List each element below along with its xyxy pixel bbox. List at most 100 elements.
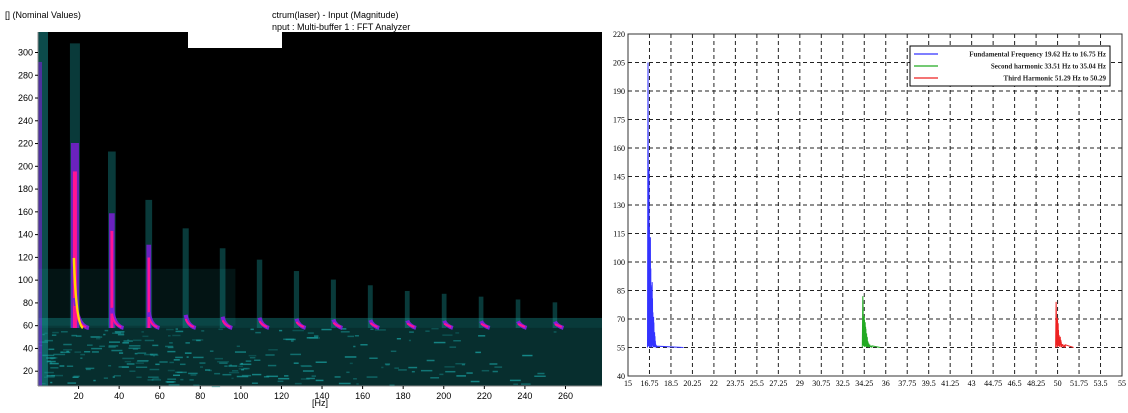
noise-speckle [394,367,400,369]
dc-band [38,32,48,386]
noise-speckle [268,348,278,351]
noise-speckle [51,334,57,336]
ridge-trail [182,228,189,328]
noise-speckle [141,331,144,333]
noise-speckle [166,328,174,331]
noise-speckle [180,378,184,381]
noise-speckle [52,331,59,334]
ridge-hook-core [147,316,158,328]
noise-speckle [251,382,258,384]
spectrogram-axes: 20 40 60 80 100 120 140 160 180 200 220 240 260 280 30… [18,32,602,401]
noise-speckle [522,354,533,357]
left-title-3: nput : Multi-buffer 1 : FFT Analyzer [272,22,410,32]
noise-speckle [129,345,141,347]
noise-speckle [129,370,136,372]
noise-speckle [184,352,192,354]
noise-speckle [356,383,359,385]
ridge-trail [478,296,484,328]
x-tick-label: 160 [355,391,370,401]
noise-speckle [134,352,138,355]
noise-speckle [43,376,55,378]
noise-speckle [285,338,296,341]
noise-speckle [236,345,240,348]
x-tick-label: 37.75 [898,379,916,388]
noise-speckle [108,364,112,367]
y-tick-label: 175 [613,116,625,125]
y-tick-label: 60 [23,321,33,331]
noise-speckle [117,333,125,336]
noise-speckle [126,363,135,365]
noise-speckle [63,343,72,346]
harmonics-series [647,62,1074,349]
noise-speckle [553,331,557,333]
noise-speckle [248,354,257,357]
ridge-hook-core [110,313,122,328]
noise-speckle [175,356,183,359]
noise-speckle [250,328,254,331]
x-tick-label: 55 [1118,379,1126,388]
noise-speckle [445,370,456,373]
noise-floor-band [38,327,602,386]
noise-speckle [340,331,350,333]
ridge-hook-core [258,320,268,328]
noise-speckle [84,350,91,353]
noise-speckle [369,357,378,360]
noise-speckle [254,359,261,362]
noise-speckle [420,369,433,372]
x-tick-label: 44.75 [984,379,1002,388]
noise-speckle [113,375,121,377]
series-line-1 [647,62,684,349]
noise-speckle [80,353,86,356]
y-tick-label: 180 [18,184,33,194]
noise-speckle [374,329,386,331]
noise-speckle [321,328,332,331]
noise-speckle [127,339,130,341]
noise-speckle [38,341,49,343]
noise-speckle [265,354,275,356]
noise-speckle [252,373,262,376]
spectrogram-chart: [] (Nominal Values) ctrum(laser) - Input… [5,10,602,408]
noise-speckle [396,337,401,340]
noise-speckle [190,374,197,376]
noise-speckle [169,361,174,364]
noise-speckle [234,351,247,353]
left-title-2: ctrum(laser) - Input (Magnitude) [272,10,399,20]
x-tick-label: 120 [274,391,289,401]
noise-speckle [228,365,238,367]
x-tick-label: 200 [436,391,451,401]
noise-speckle [347,335,355,338]
ridge-hook-core [369,322,378,328]
x-tick-label: 15 [624,379,632,388]
noise-speckle [172,334,181,337]
x-tick-label: 30.75 [812,379,830,388]
noise-speckle [53,353,66,356]
noise-speckle [366,376,378,378]
noise-speckle [46,360,56,363]
y-tick-label: 160 [18,207,33,217]
noise-speckle [229,364,233,366]
noise-speckle [118,366,129,368]
noise-speckle [167,378,177,380]
noise-speckle [136,360,149,363]
noise-speckle [147,379,154,381]
noise-speckle [314,335,319,337]
noise-speckle [217,360,229,363]
noise-speckle [346,371,350,374]
noise-speckle [370,328,374,331]
noise-speckle [307,332,314,334]
noise-speckle [135,366,148,369]
noise-speckle [492,370,498,373]
noise-speckle [108,345,119,347]
noise-speckle [44,339,53,342]
noise-speckle [122,342,129,344]
noise-speckle [442,334,453,336]
x-tick-label: 32.5 [836,379,850,388]
noise-speckle [50,381,53,384]
noise-speckle [121,366,130,368]
noise-speckle [66,365,74,367]
noise-speckle [398,369,407,371]
noise-speckle [201,330,205,332]
noise-speckle [408,339,411,342]
noise-speckle [167,346,174,349]
noise-speckle [135,362,144,364]
